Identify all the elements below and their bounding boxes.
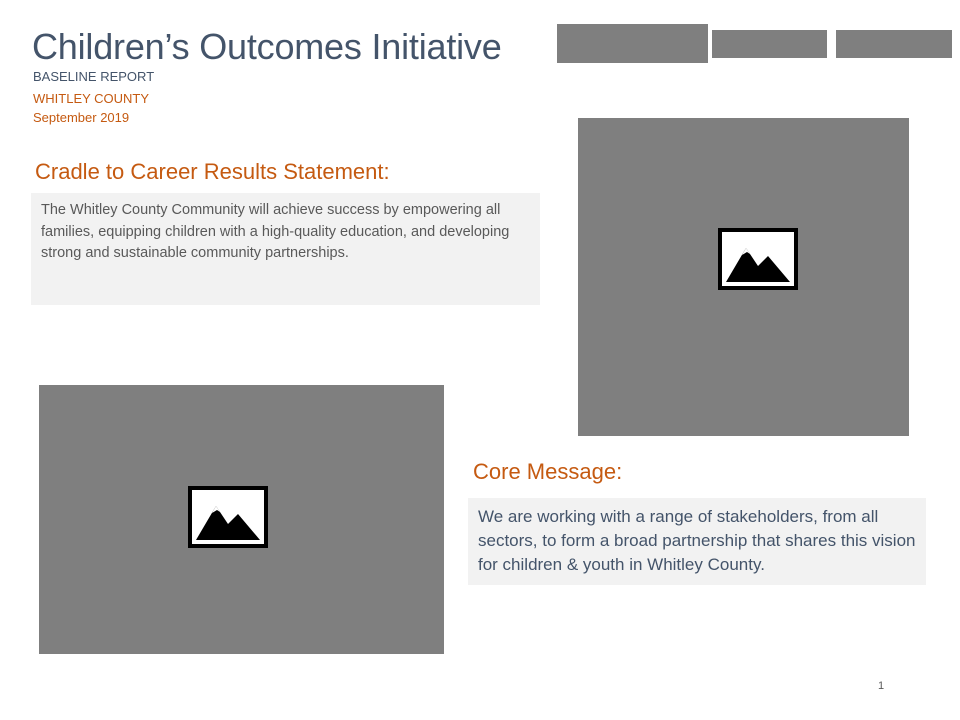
partner-logo-placeholder bbox=[557, 24, 708, 63]
results-statement-text: The Whitley County Community will achiev… bbox=[31, 193, 540, 305]
core-message-text: We are working with a range of stakehold… bbox=[468, 498, 926, 585]
results-statement-heading: Cradle to Career Results Statement: bbox=[35, 159, 390, 184]
partner-logo-placeholder bbox=[712, 30, 827, 58]
page-number: 1 bbox=[878, 680, 885, 692]
image-placeholder bbox=[39, 385, 444, 654]
page-title: Children’s Outcomes Initiative bbox=[32, 26, 502, 67]
report-subtitle: BASELINE REPORT bbox=[33, 69, 155, 84]
partner-logo-placeholder bbox=[836, 30, 952, 58]
picture-icon bbox=[718, 228, 798, 290]
picture-icon bbox=[188, 486, 268, 548]
report-date: September 2019 bbox=[33, 110, 130, 125]
image-placeholder bbox=[578, 118, 909, 436]
county-label: WHITLEY COUNTY bbox=[33, 91, 150, 106]
core-message-heading: Core Message: bbox=[473, 459, 623, 484]
